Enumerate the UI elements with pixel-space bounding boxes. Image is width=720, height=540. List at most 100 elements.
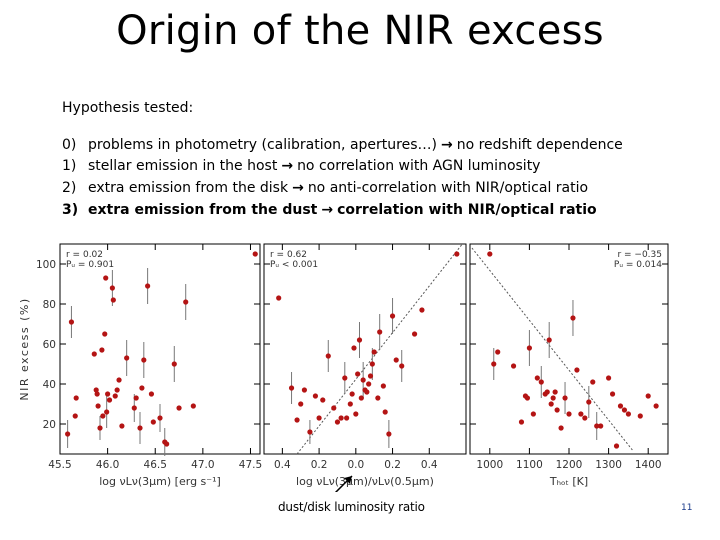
data-point xyxy=(338,415,344,421)
data-point xyxy=(316,415,322,421)
x-tick-label: 1200 xyxy=(556,459,583,471)
hypothesis-result: no redshift dependence xyxy=(456,137,623,153)
x-axis-label: log νLν(3μm)/νLν(0.5μm) xyxy=(296,475,434,488)
y-tick-label: 60 xyxy=(43,339,56,351)
data-point xyxy=(176,405,182,411)
data-point xyxy=(366,381,372,387)
data-point xyxy=(399,363,405,369)
data-point xyxy=(106,397,113,403)
slide-title: Origin of the NIR excess xyxy=(116,8,604,54)
stat-p: Pᵤ = 0.901 xyxy=(66,260,114,270)
hypothesis-result: no anti-correlation with NIR/optical rat… xyxy=(307,180,589,196)
data-point xyxy=(99,347,105,353)
data-point xyxy=(369,361,375,367)
data-point xyxy=(103,275,109,281)
data-point xyxy=(621,407,628,413)
data-point xyxy=(97,425,103,431)
data-point xyxy=(491,361,497,367)
data-point xyxy=(342,375,348,381)
data-point xyxy=(110,297,116,303)
arrow-icon: → xyxy=(440,137,453,153)
data-point xyxy=(93,387,99,393)
hypothesis-text: extra emission from the dust xyxy=(88,202,318,218)
data-point xyxy=(91,351,97,357)
hypothesis-number: 2) xyxy=(62,180,77,196)
data-point xyxy=(356,337,363,343)
stat-p: Pᵤ < 0.001 xyxy=(270,260,318,270)
hypothesis-text: extra emission from the disk xyxy=(88,180,289,196)
plot-frame xyxy=(263,243,467,455)
arrow-icon: → xyxy=(321,202,334,218)
data-point xyxy=(139,385,145,391)
hypothesis-intro: Hypothesis tested: xyxy=(62,100,194,116)
data-point xyxy=(145,283,151,289)
data-point xyxy=(534,375,540,381)
data-point xyxy=(358,395,364,401)
data-point xyxy=(72,413,78,419)
trend-line xyxy=(471,247,633,451)
data-point xyxy=(558,425,564,431)
callout-arrow-head xyxy=(344,476,352,484)
y-tick-label: 40 xyxy=(43,379,56,391)
slide-number: 11 xyxy=(681,503,693,513)
stat-r: r = −0.35 xyxy=(617,250,662,260)
data-point xyxy=(148,391,155,397)
data-point xyxy=(386,431,392,437)
data-point xyxy=(637,413,643,419)
x-tick-label: 46.0 xyxy=(96,459,119,471)
data-point xyxy=(419,307,425,313)
data-point xyxy=(609,391,616,397)
data-point xyxy=(320,397,326,403)
hypothesis-2: 2) extra emission from the disk → no anti-c… xyxy=(62,180,588,196)
data-point xyxy=(518,419,525,425)
data-point xyxy=(582,415,588,421)
x-tick-label: 1300 xyxy=(595,459,622,471)
data-point xyxy=(617,403,624,409)
hypothesis-number: 3) xyxy=(62,202,79,218)
data-point xyxy=(65,431,71,437)
data-point xyxy=(566,411,572,417)
data-point xyxy=(102,331,108,337)
arrow-icon: → xyxy=(281,158,294,174)
data-point xyxy=(116,377,122,383)
data-point xyxy=(562,395,568,401)
data-point xyxy=(367,373,374,379)
data-point xyxy=(133,395,139,401)
hypothesis-result: no correlation with AGN luminosity xyxy=(297,158,541,174)
data-point xyxy=(550,395,556,401)
data-point xyxy=(578,411,584,417)
data-point xyxy=(454,251,460,257)
data-point xyxy=(606,375,612,381)
stat-r: r = 0.02 xyxy=(66,250,103,260)
x-tick-label: 45.5 xyxy=(48,459,71,471)
callout-label: dust/disk luminosity ratio xyxy=(278,500,425,514)
data-point xyxy=(100,413,106,419)
data-point xyxy=(360,377,366,383)
data-point xyxy=(150,419,156,425)
x-tick-label: 0.2 xyxy=(311,459,328,471)
data-point xyxy=(613,443,620,449)
data-point xyxy=(347,401,353,407)
data-point xyxy=(190,403,196,409)
x-tick-label: 47.0 xyxy=(191,459,214,471)
data-point xyxy=(371,349,377,355)
x-tick-label: 0.2 xyxy=(384,459,401,471)
data-point xyxy=(375,395,381,401)
x-tick-label: 0.4 xyxy=(274,459,291,471)
data-point xyxy=(68,319,75,325)
data-point xyxy=(495,349,501,355)
data-point xyxy=(109,285,115,291)
plot-frame xyxy=(59,243,261,455)
hypothesis-3: 3) extra emission from the dust → correlati… xyxy=(62,202,597,218)
x-tick-label: 1400 xyxy=(635,459,662,471)
data-point xyxy=(105,391,111,397)
data-point xyxy=(510,363,517,369)
stat-p: Pᵤ = 0.014 xyxy=(614,260,662,270)
data-point xyxy=(653,403,659,409)
data-point xyxy=(94,391,100,397)
data-point xyxy=(377,329,383,335)
data-point xyxy=(544,389,550,395)
x-tick-label: 1100 xyxy=(516,459,543,471)
x-tick-label: 47.5 xyxy=(239,459,262,471)
data-point xyxy=(530,411,536,417)
